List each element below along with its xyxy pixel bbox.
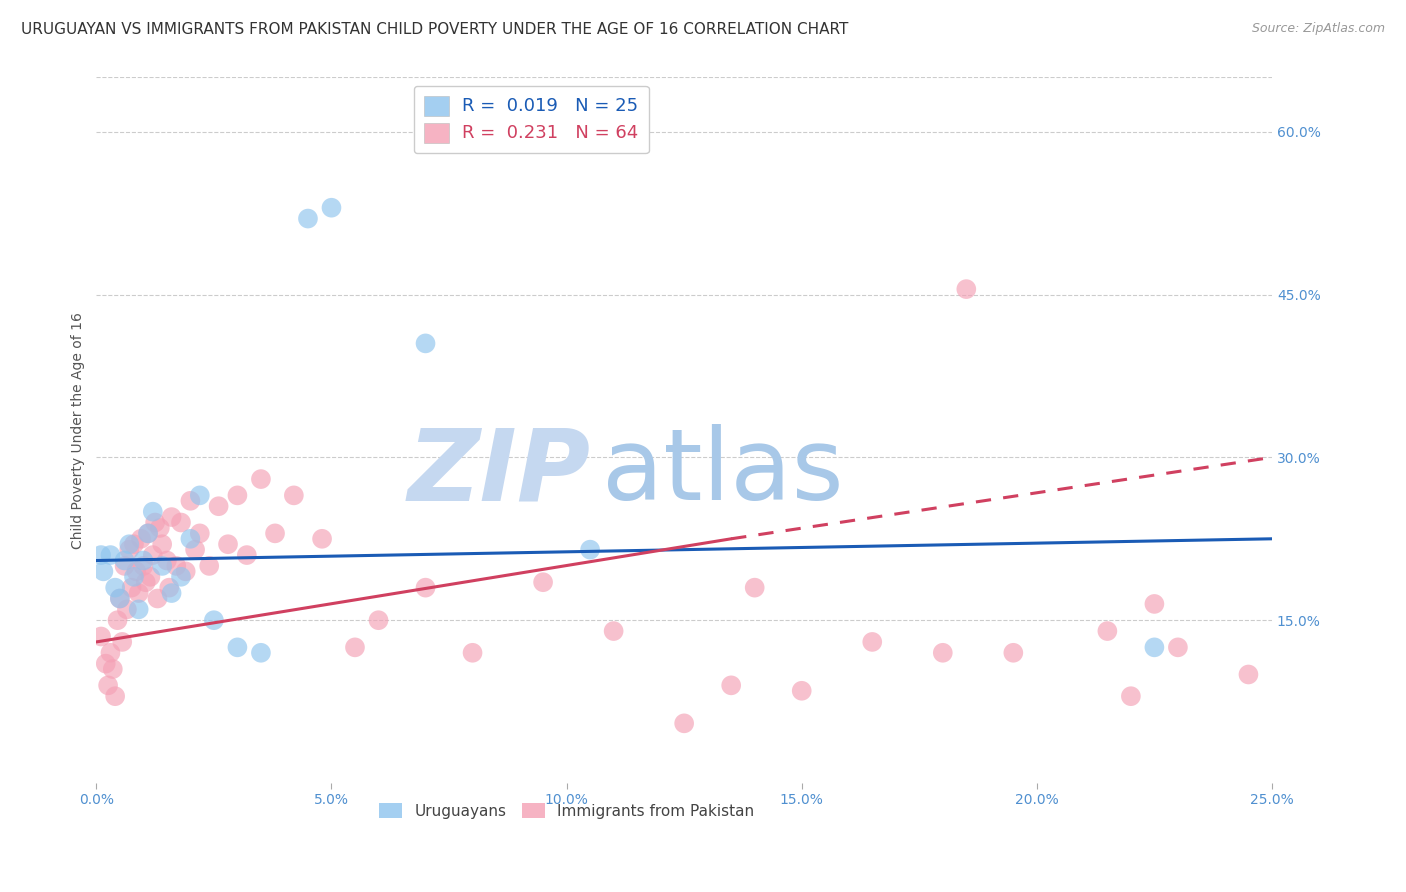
Point: [184, 542, 207, 557]
Point: [108, 591, 131, 606]
Point: [100, 548, 122, 562]
Point: [111, 635, 134, 649]
Point: [157, 581, 180, 595]
Point: [744, 581, 766, 595]
Point: [150, 558, 173, 573]
Point: [198, 558, 221, 573]
Point: [122, 570, 145, 584]
Point: [179, 532, 201, 546]
Point: [114, 553, 136, 567]
Point: [115, 602, 138, 616]
Point: [297, 211, 319, 226]
Point: [250, 472, 273, 486]
Point: [188, 488, 211, 502]
Text: ZIP: ZIP: [408, 424, 591, 521]
Point: [129, 532, 152, 546]
Point: [97, 678, 120, 692]
Text: URUGUAYAN VS IMMIGRANTS FROM PAKISTAN CHILD POVERTY UNDER THE AGE OF 16 CORRELAT: URUGUAYAN VS IMMIGRANTS FROM PAKISTAN CH…: [21, 22, 848, 37]
Point: [114, 558, 136, 573]
Point: [226, 640, 249, 655]
Point: [955, 282, 977, 296]
Point: [142, 505, 165, 519]
Point: [415, 336, 437, 351]
Point: [790, 683, 813, 698]
Point: [415, 581, 437, 595]
Point: [135, 575, 157, 590]
Point: [139, 570, 162, 584]
Point: [122, 537, 145, 551]
Point: [136, 526, 159, 541]
Point: [107, 613, 129, 627]
Point: [94, 657, 117, 671]
Point: [1119, 689, 1142, 703]
Point: [149, 521, 172, 535]
Point: [1143, 597, 1166, 611]
Text: atlas: atlas: [602, 424, 844, 521]
Point: [90, 630, 112, 644]
Point: [283, 488, 305, 502]
Point: [118, 542, 141, 557]
Point: [579, 542, 602, 557]
Point: [311, 532, 333, 546]
Legend: Uruguayans, Immigrants from Pakistan: Uruguayans, Immigrants from Pakistan: [373, 797, 761, 825]
Point: [720, 678, 742, 692]
Point: [1167, 640, 1189, 655]
Point: [170, 570, 193, 584]
Point: [100, 646, 122, 660]
Point: [179, 493, 201, 508]
Point: [1002, 646, 1025, 660]
Point: [1143, 640, 1166, 655]
Point: [250, 646, 273, 660]
Point: [132, 553, 155, 567]
Point: [1284, 706, 1306, 720]
Point: [226, 488, 249, 502]
Y-axis label: Child Poverty Under the Age of 16: Child Poverty Under the Age of 16: [72, 312, 86, 549]
Point: [461, 646, 484, 660]
Point: [170, 516, 193, 530]
Point: [118, 537, 141, 551]
Point: [160, 586, 183, 600]
Point: [202, 613, 225, 627]
Point: [602, 624, 624, 638]
Point: [104, 689, 127, 703]
Point: [236, 548, 259, 562]
Point: [146, 591, 169, 606]
Point: [217, 537, 239, 551]
Point: [132, 558, 155, 573]
Point: [932, 646, 955, 660]
Point: [108, 591, 131, 606]
Point: [121, 581, 143, 595]
Point: [136, 526, 159, 541]
Point: [673, 716, 696, 731]
Point: [93, 565, 115, 579]
Point: [90, 548, 112, 562]
Point: [174, 565, 197, 579]
Point: [160, 510, 183, 524]
Point: [343, 640, 366, 655]
Point: [367, 613, 389, 627]
Point: [321, 201, 343, 215]
Point: [165, 558, 187, 573]
Point: [860, 635, 883, 649]
Point: [207, 500, 229, 514]
Point: [101, 662, 124, 676]
Point: [143, 516, 166, 530]
Point: [531, 575, 554, 590]
Point: [104, 581, 127, 595]
Point: [264, 526, 287, 541]
Point: [150, 537, 173, 551]
Point: [1097, 624, 1119, 638]
Point: [188, 526, 211, 541]
Text: Source: ZipAtlas.com: Source: ZipAtlas.com: [1251, 22, 1385, 36]
Point: [128, 586, 150, 600]
Point: [125, 565, 148, 579]
Point: [156, 553, 179, 567]
Point: [142, 548, 165, 562]
Point: [1237, 667, 1260, 681]
Point: [128, 602, 150, 616]
